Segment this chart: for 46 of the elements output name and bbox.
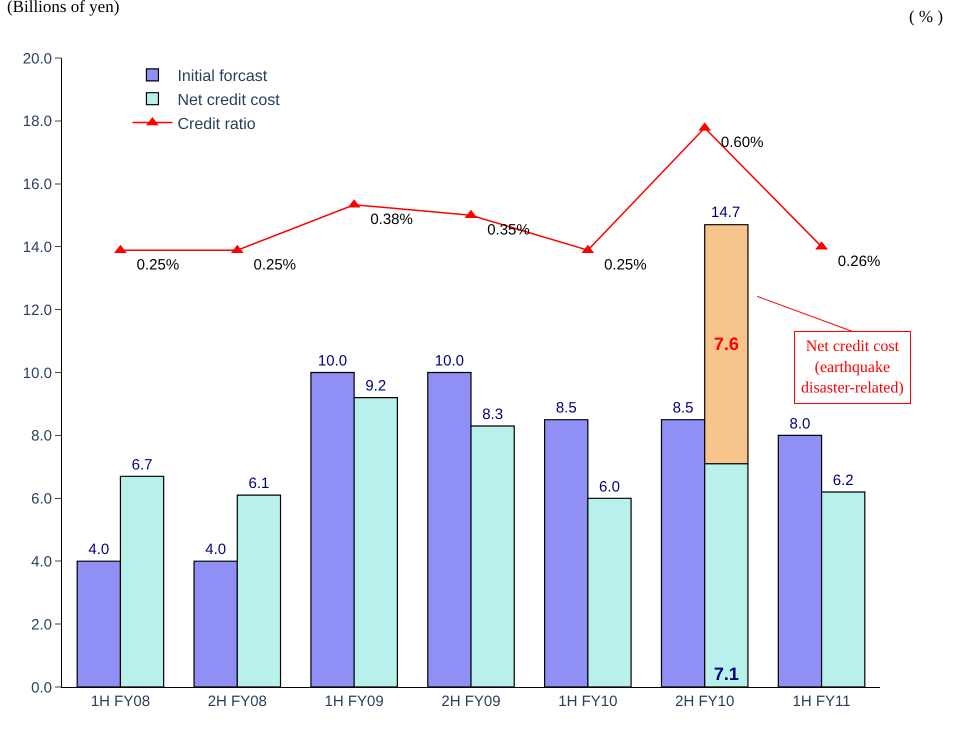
annotation: Net credit cost (earthquake disaster-related) bbox=[801, 338, 904, 397]
data-label: 6.0 bbox=[599, 478, 620, 496]
y-tick-label: 4.0 bbox=[31, 553, 52, 570]
y-tick-label: 14.0 bbox=[22, 238, 52, 256]
data-label: 9.2 bbox=[365, 378, 386, 395]
data-label: 0.25% bbox=[128, 256, 180, 274]
data-label: 0.25% bbox=[245, 256, 296, 274]
data-label: 0.38% bbox=[362, 210, 413, 228]
y-tick-label: 18.0 bbox=[22, 113, 52, 130]
data-label: 6.2 bbox=[832, 472, 854, 490]
y-tick-label: 10.0 bbox=[22, 364, 52, 382]
y-tick-label: 12.0 bbox=[22, 302, 52, 319]
y-tick-label: 8.0 bbox=[31, 428, 52, 445]
data-label: 0.60% bbox=[712, 134, 764, 152]
legend-label: Credit ratio bbox=[177, 116, 256, 133]
data-label: 10.0 bbox=[434, 352, 464, 370]
x-tick-label: 2H FY09 bbox=[441, 693, 501, 710]
data-label: 4.0 bbox=[205, 541, 226, 558]
x-tick-label: 2H FY10 bbox=[675, 693, 734, 710]
y-tick-label: 16.0 bbox=[22, 176, 52, 194]
data-label: 6.7 bbox=[132, 456, 152, 474]
x-tick-label: 1H FY09 bbox=[324, 693, 384, 710]
data-label: 7.1 bbox=[714, 664, 739, 684]
data-label: 8.0 bbox=[790, 415, 810, 432]
annotation: 14.7 bbox=[711, 204, 740, 221]
data-label: 0.26% bbox=[829, 252, 880, 270]
data-label: 6.1 bbox=[248, 475, 270, 492]
y-axis-title: (Billions of yen) bbox=[7, 0, 120, 16]
data-label: 8.3 bbox=[482, 406, 504, 423]
data-label: 0.25% bbox=[596, 256, 647, 274]
y-tick-label: 0.0 bbox=[31, 679, 52, 696]
data-label: 8.5 bbox=[672, 400, 694, 417]
data-label: 4.0 bbox=[88, 541, 110, 558]
data-label: 10.0 bbox=[318, 352, 348, 370]
y-tick-label: 2.0 bbox=[31, 616, 52, 634]
y-tick-label: 6.0 bbox=[31, 490, 52, 508]
y2-axis-title: ( % ) bbox=[909, 7, 943, 26]
legend-label: Net credit cost bbox=[177, 92, 280, 109]
x-tick-label: 1H FY11 bbox=[792, 693, 851, 710]
data-label: 7.6 bbox=[714, 334, 739, 354]
legend-label: Initial forcast bbox=[177, 68, 268, 86]
x-tick-label: 2H FY08 bbox=[208, 693, 267, 710]
x-tick-label: 1H FY10 bbox=[558, 693, 618, 710]
data-label: 8.5 bbox=[556, 400, 577, 417]
y-tick-label: 20.0 bbox=[22, 50, 52, 68]
x-tick-label: 1H FY08 bbox=[90, 693, 150, 710]
